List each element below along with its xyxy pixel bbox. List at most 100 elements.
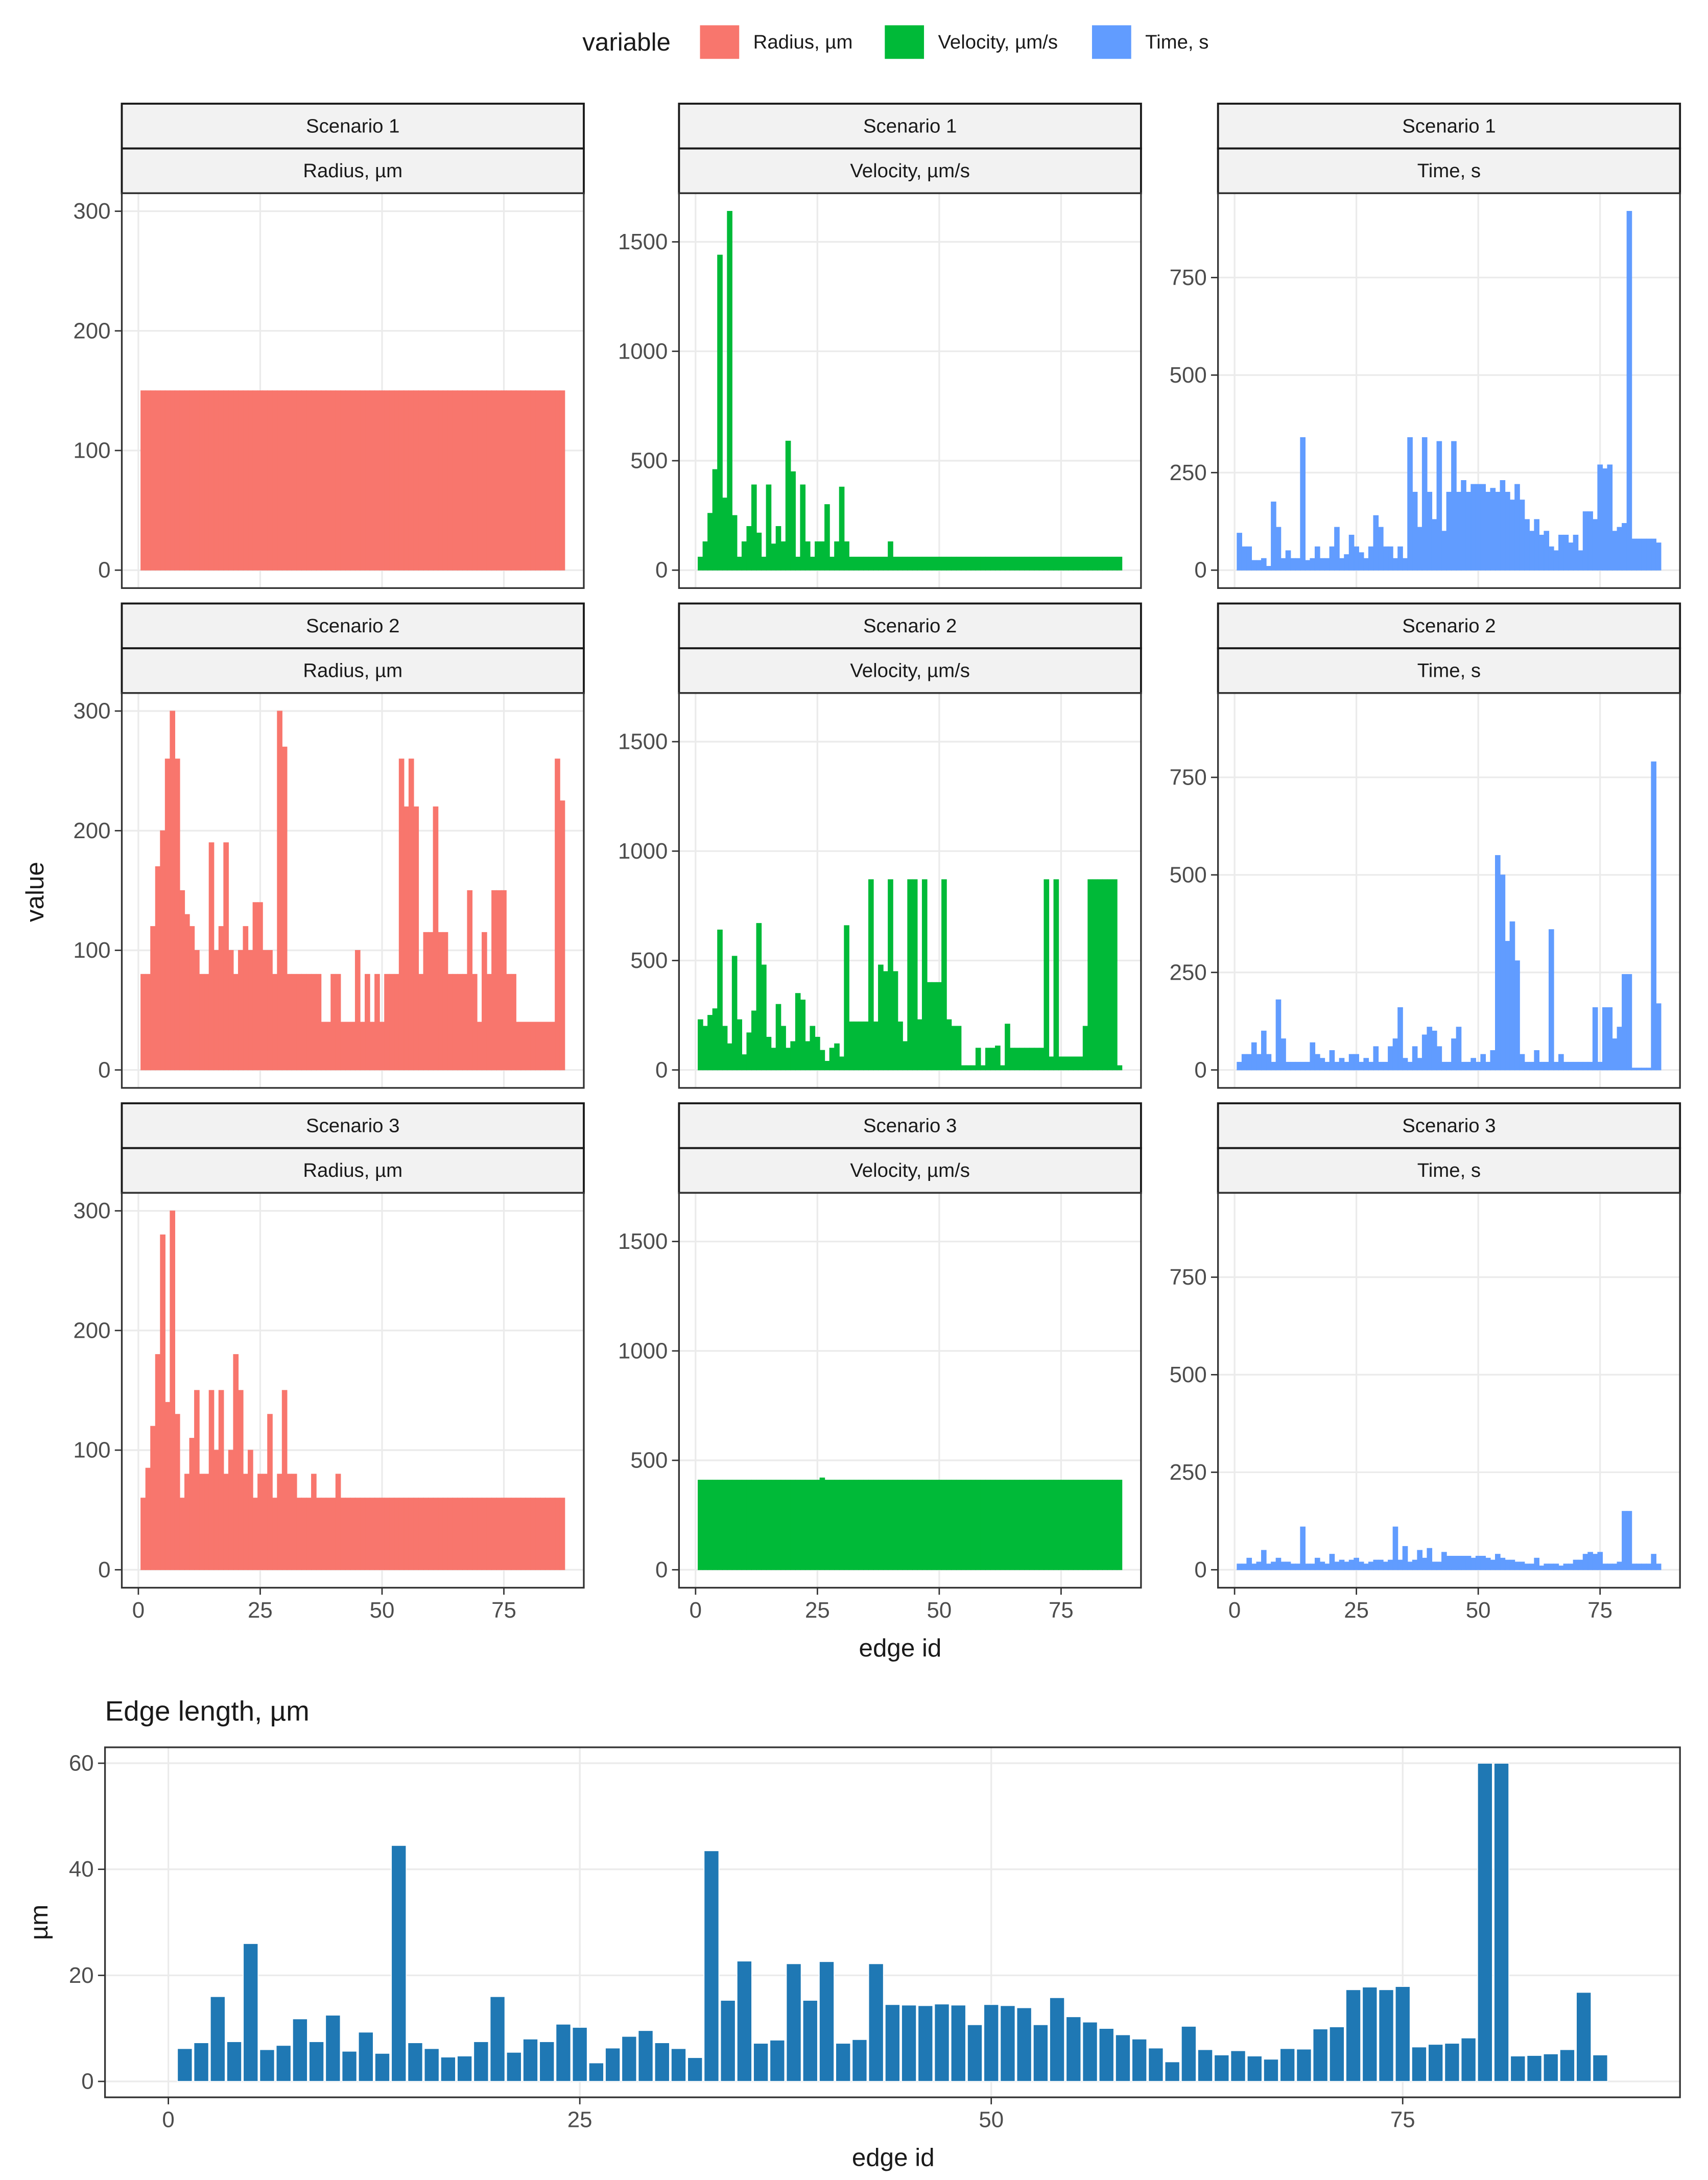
bar bbox=[1082, 2021, 1098, 2082]
bar bbox=[1509, 1559, 1515, 1570]
bar bbox=[374, 974, 380, 1071]
bar bbox=[990, 556, 996, 571]
bar bbox=[491, 890, 497, 1071]
bar bbox=[179, 1498, 185, 1570]
bar bbox=[1000, 1065, 1006, 1071]
bar bbox=[1000, 556, 1006, 571]
bar bbox=[462, 974, 468, 1071]
bar bbox=[1053, 1480, 1059, 1570]
bar bbox=[1597, 464, 1603, 571]
bar bbox=[1529, 1061, 1535, 1071]
y-tick-label: 300 bbox=[73, 199, 110, 224]
bar bbox=[145, 974, 151, 1071]
bar bbox=[912, 1480, 918, 1570]
bar bbox=[550, 1498, 556, 1570]
bar bbox=[1344, 1561, 1349, 1570]
y-tick-label: 20 bbox=[69, 1963, 94, 1988]
bar bbox=[1622, 523, 1627, 571]
bar bbox=[932, 982, 937, 1071]
bar bbox=[1073, 556, 1079, 571]
bar bbox=[374, 390, 380, 571]
y-tick-label: 750 bbox=[1170, 765, 1207, 790]
bar bbox=[145, 390, 151, 571]
bar bbox=[389, 974, 395, 1071]
bar bbox=[1009, 1480, 1015, 1570]
bar bbox=[1573, 1559, 1579, 1570]
bar bbox=[927, 556, 933, 571]
bar bbox=[1073, 1480, 1079, 1570]
bar bbox=[707, 513, 713, 571]
strip bbox=[678, 647, 1142, 694]
bar bbox=[824, 1061, 830, 1071]
bar bbox=[1402, 1546, 1408, 1570]
bar bbox=[848, 1021, 855, 1071]
bar bbox=[1529, 1563, 1535, 1570]
bar bbox=[277, 1474, 282, 1570]
bar bbox=[1112, 556, 1118, 571]
strip-label: Time, s bbox=[1417, 660, 1481, 682]
bar bbox=[525, 1498, 531, 1570]
bar bbox=[174, 390, 180, 571]
bar bbox=[272, 390, 278, 571]
bar bbox=[950, 2004, 966, 2082]
y-axis-label: µm bbox=[25, 1905, 53, 1940]
bar bbox=[802, 2000, 818, 2082]
bar bbox=[394, 390, 399, 571]
bar bbox=[1092, 1480, 1098, 1570]
bar bbox=[262, 950, 268, 1071]
legend-label: Radius, µm bbox=[753, 31, 853, 53]
bar bbox=[1421, 1034, 1428, 1071]
strip bbox=[1217, 647, 1681, 694]
bar bbox=[1304, 1061, 1311, 1071]
bar bbox=[853, 556, 860, 571]
bar bbox=[214, 950, 219, 1071]
bar bbox=[345, 1498, 351, 1570]
bar bbox=[853, 1480, 860, 1570]
bar bbox=[1524, 519, 1530, 571]
bar bbox=[428, 390, 434, 571]
bar bbox=[883, 1480, 889, 1570]
bar bbox=[1251, 1042, 1257, 1071]
bar bbox=[698, 1019, 703, 1071]
bar bbox=[170, 710, 176, 1071]
bar bbox=[1456, 491, 1462, 571]
bar bbox=[941, 1480, 947, 1570]
bar bbox=[535, 390, 541, 571]
bar bbox=[1558, 1566, 1564, 1570]
bar bbox=[1394, 1986, 1411, 2082]
bar bbox=[727, 210, 732, 571]
bar bbox=[379, 1498, 385, 1570]
bar bbox=[525, 1022, 531, 1071]
bar bbox=[486, 974, 492, 1071]
bar bbox=[423, 1498, 429, 1570]
bar bbox=[897, 1021, 903, 1071]
bar bbox=[204, 1474, 209, 1570]
bar bbox=[1510, 2055, 1526, 2082]
bar bbox=[272, 1498, 278, 1570]
bar bbox=[921, 879, 928, 1071]
bar bbox=[1102, 556, 1108, 571]
bar bbox=[155, 866, 161, 1071]
bar bbox=[1431, 1030, 1437, 1071]
bar bbox=[1407, 1561, 1413, 1570]
bar bbox=[1230, 2050, 1246, 2082]
bar bbox=[1314, 1557, 1320, 1570]
bar bbox=[1058, 1056, 1064, 1071]
bar bbox=[1646, 538, 1652, 571]
bar bbox=[1362, 1986, 1378, 2082]
bar bbox=[1612, 531, 1618, 571]
bar bbox=[1034, 1048, 1040, 1071]
bar bbox=[471, 390, 478, 571]
bar bbox=[1378, 1061, 1384, 1071]
bar bbox=[491, 1498, 497, 1570]
bar bbox=[753, 2043, 769, 2082]
bar bbox=[155, 1354, 161, 1570]
bar bbox=[1514, 1561, 1520, 1570]
bar bbox=[291, 390, 297, 571]
bar bbox=[540, 1498, 546, 1570]
bar bbox=[912, 879, 918, 1071]
bar bbox=[907, 1480, 913, 1570]
bar bbox=[1436, 1561, 1442, 1570]
bar bbox=[1421, 437, 1428, 571]
bar bbox=[1631, 1563, 1637, 1570]
